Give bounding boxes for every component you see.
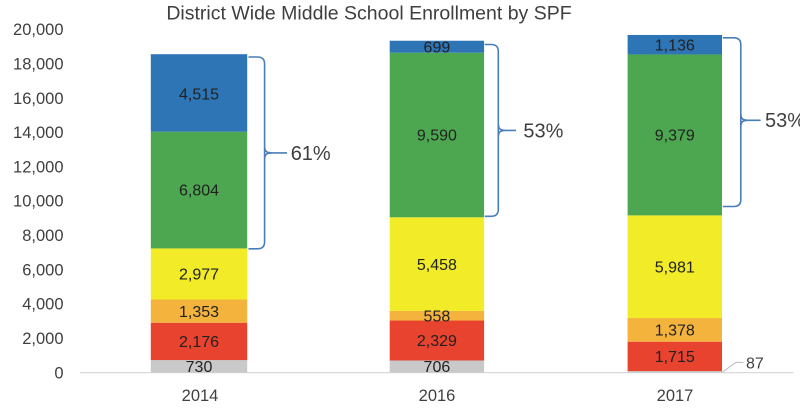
svg-text:10,000: 10,000 bbox=[13, 193, 63, 211]
svg-text:1,136: 1,136 bbox=[655, 37, 695, 54]
svg-text:2,977: 2,977 bbox=[179, 267, 219, 284]
svg-text:14,000: 14,000 bbox=[13, 124, 63, 142]
svg-text:20,000: 20,000 bbox=[13, 21, 63, 39]
svg-text:2,000: 2,000 bbox=[22, 330, 63, 348]
svg-text:1,353: 1,353 bbox=[179, 304, 219, 321]
svg-text:699: 699 bbox=[424, 39, 451, 56]
svg-text:2016: 2016 bbox=[419, 387, 456, 405]
svg-text:16,000: 16,000 bbox=[13, 90, 63, 108]
svg-text:1,715: 1,715 bbox=[655, 349, 695, 366]
svg-text:9,590: 9,590 bbox=[417, 128, 457, 145]
svg-text:4,000: 4,000 bbox=[22, 296, 63, 314]
svg-text:9,379: 9,379 bbox=[655, 128, 695, 145]
svg-text:12,000: 12,000 bbox=[13, 158, 63, 176]
svg-text:4,515: 4,515 bbox=[179, 87, 219, 104]
svg-text:5,458: 5,458 bbox=[417, 257, 457, 274]
svg-text:53%: 53% bbox=[523, 120, 563, 142]
svg-text:6,000: 6,000 bbox=[22, 261, 63, 279]
svg-text:730: 730 bbox=[186, 359, 213, 376]
svg-text:2017: 2017 bbox=[657, 387, 694, 405]
svg-text:2,176: 2,176 bbox=[179, 334, 219, 351]
svg-text:61%: 61% bbox=[291, 143, 331, 165]
svg-text:6,804: 6,804 bbox=[179, 183, 219, 200]
svg-text:2,329: 2,329 bbox=[417, 333, 457, 350]
svg-text:1,378: 1,378 bbox=[655, 323, 695, 340]
svg-text:District Wide Middle School En: District Wide Middle School Enrollment b… bbox=[166, 3, 571, 25]
svg-text:2014: 2014 bbox=[182, 387, 219, 405]
svg-text:8,000: 8,000 bbox=[22, 227, 63, 245]
svg-text:18,000: 18,000 bbox=[13, 56, 63, 74]
svg-text:706: 706 bbox=[424, 359, 451, 376]
svg-text:5,981: 5,981 bbox=[655, 259, 695, 276]
svg-text:0: 0 bbox=[54, 364, 63, 382]
svg-text:53%: 53% bbox=[765, 110, 800, 132]
svg-text:87: 87 bbox=[746, 355, 764, 372]
svg-text:558: 558 bbox=[424, 308, 451, 325]
